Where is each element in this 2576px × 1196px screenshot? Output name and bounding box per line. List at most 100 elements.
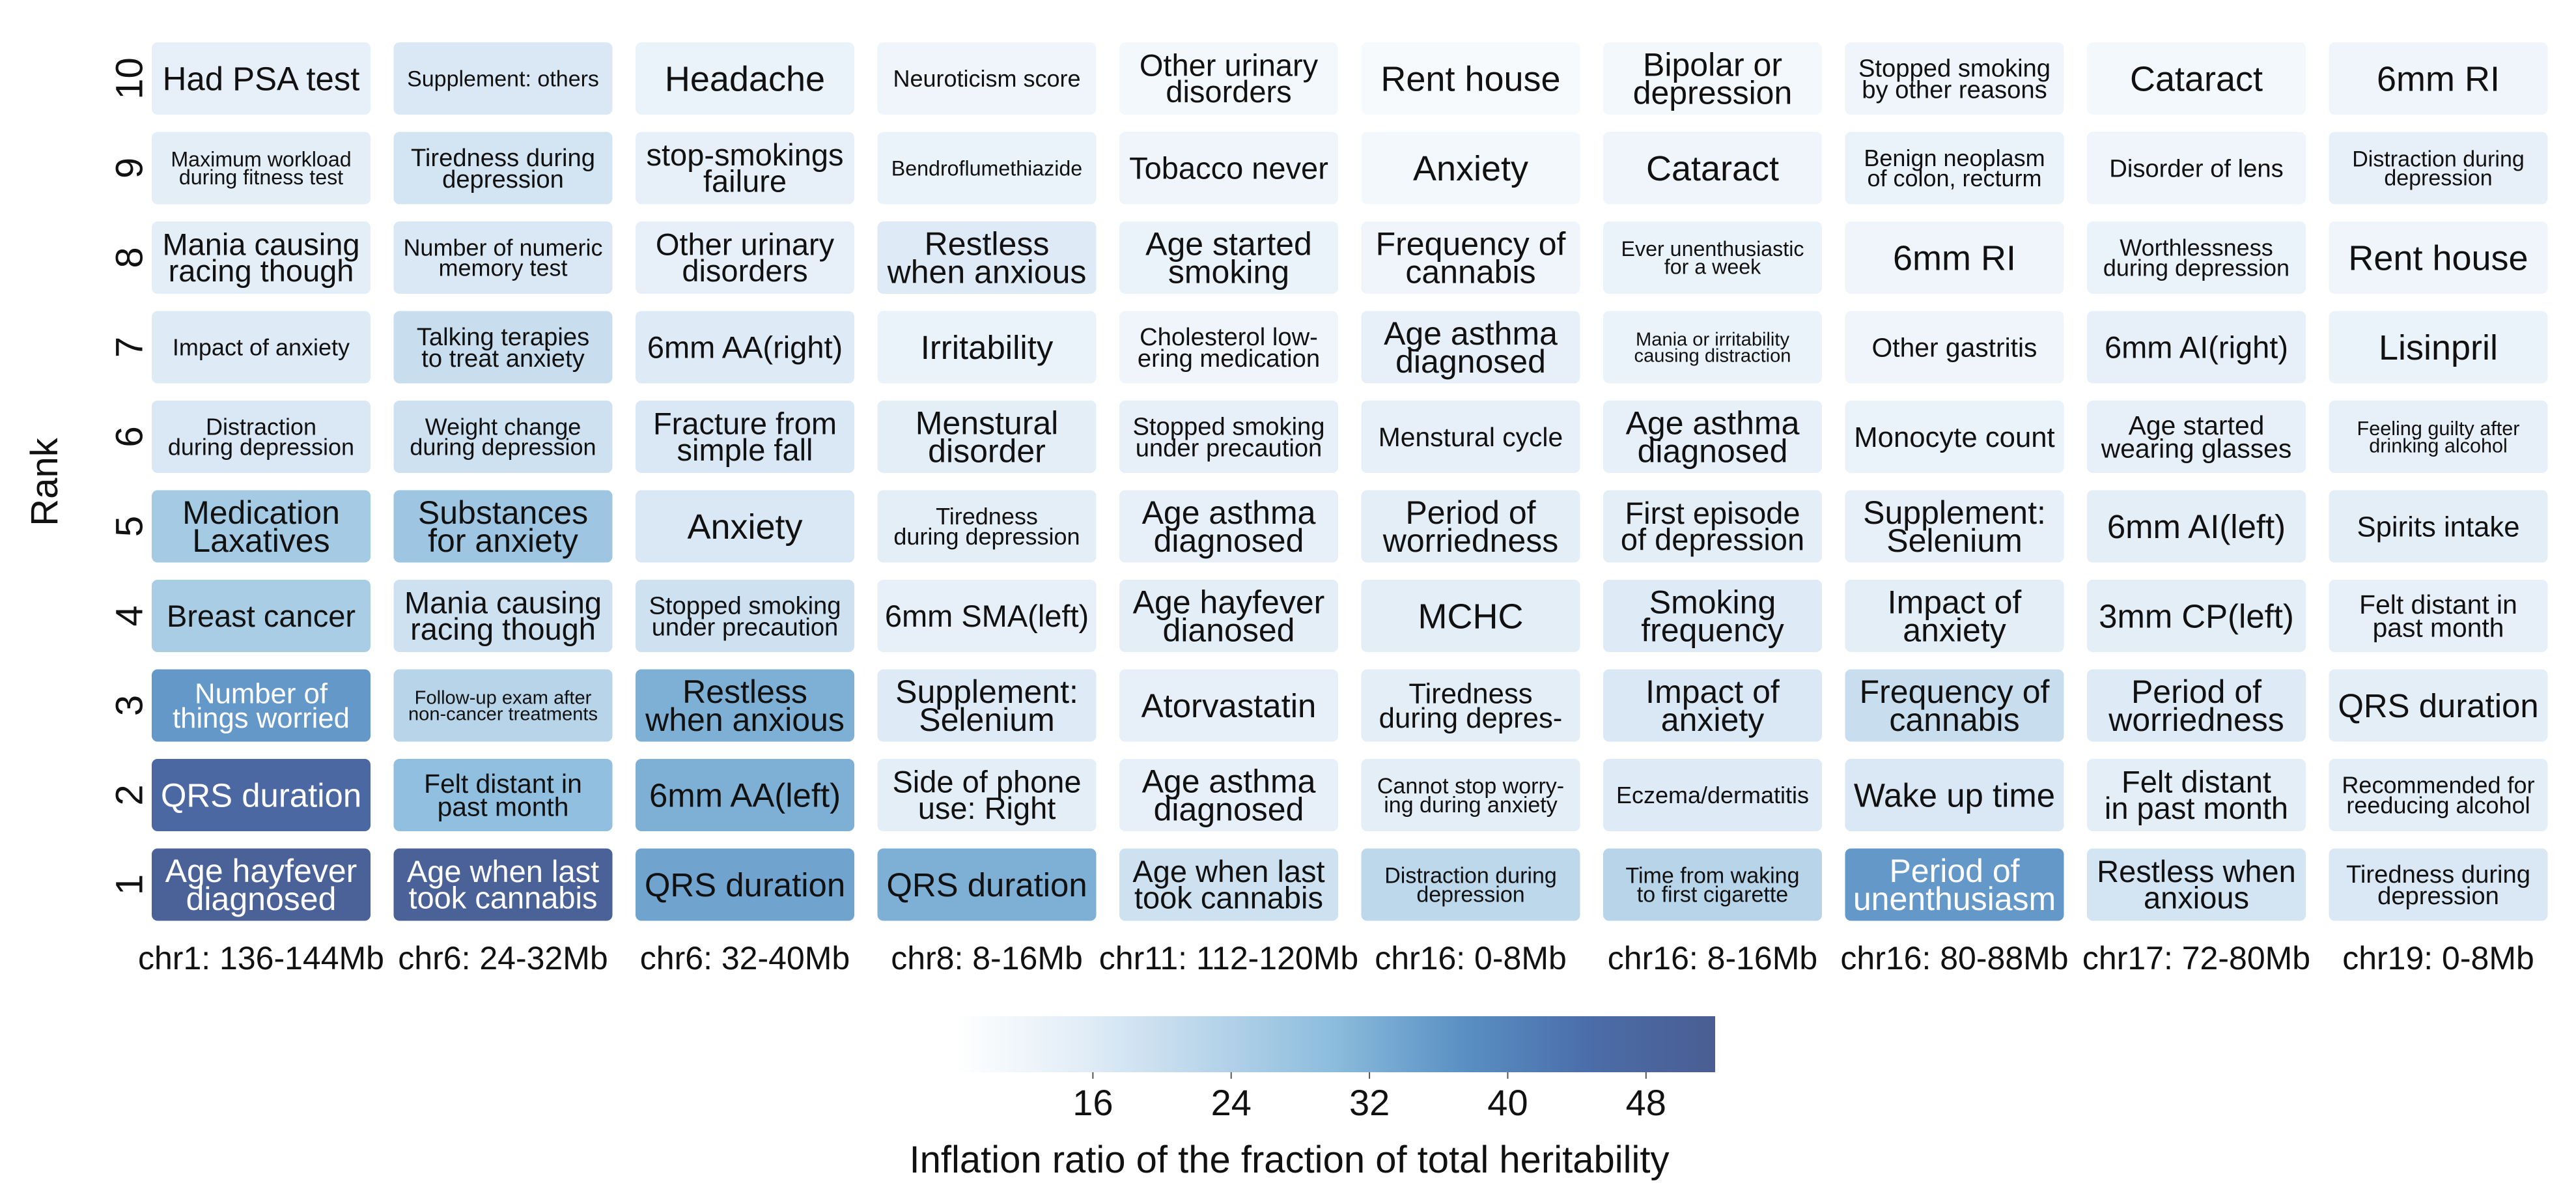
cell-background — [2329, 669, 2548, 742]
heatmap-cell: Rent house — [1361, 42, 1580, 115]
cell-background — [636, 848, 854, 921]
cell-label: QRS duration — [161, 776, 361, 814]
cell-label: Smoking — [1649, 584, 1776, 621]
heatmap-cell: Monocyte count — [1845, 401, 2064, 473]
cell-background — [877, 848, 1097, 921]
cell-label: Felt distant in — [424, 769, 582, 799]
cell-label: depression — [1416, 882, 1524, 907]
cell-background — [1361, 669, 1580, 742]
cell-label: to first cigarette — [1637, 882, 1788, 907]
heatmap-cell: Atorvastatin — [1119, 669, 1338, 742]
colorbar-ticks: 16 24 32 40 48 — [1072, 1072, 1666, 1123]
cell-background — [1603, 848, 1822, 921]
colorbar-tick-label: 16 — [1072, 1082, 1113, 1123]
cell-label: Age asthma — [1142, 494, 1316, 531]
cell-label: Stopped smoking — [1858, 54, 2051, 82]
cell-background — [1845, 42, 2064, 115]
row-tick-label: 3 — [108, 695, 150, 716]
heatmap-cell: QRS duration — [152, 759, 371, 831]
heatmap-cell: Had PSA test — [152, 42, 371, 115]
cell-background — [2329, 42, 2548, 115]
heatmap-cell: 6mm AI(right) — [2087, 311, 2306, 384]
cell-label: racing though — [169, 253, 354, 288]
cell-label: during depres- — [1379, 702, 1563, 734]
cell-label: Age started — [2129, 410, 2265, 440]
heatmap-cell: Disorder of lens — [2087, 132, 2306, 205]
cell-background — [636, 669, 854, 742]
cell-label: 6mm RI — [1893, 238, 2016, 278]
cell-label: use: Right — [918, 791, 1056, 825]
heatmap-cell: Wake up time — [1845, 759, 2064, 831]
cell-background — [1361, 490, 1580, 563]
cell-label: during depression — [2103, 255, 2289, 281]
cell-background — [877, 580, 1097, 652]
cell-label: Substances — [418, 494, 588, 531]
cell-label: racing though — [410, 612, 596, 646]
cell-background — [1603, 221, 1822, 294]
cell-label: dianosed — [1163, 612, 1295, 649]
cell-label: of depression — [1621, 522, 1804, 557]
cell-label: Age asthma — [1626, 405, 1800, 442]
cell-label: Frequency of — [1860, 674, 2050, 710]
cell-background — [1361, 42, 1580, 115]
heatmap-cell: 3mm CP(left) — [2087, 580, 2306, 652]
cell-label: drinking alcohol — [2369, 434, 2508, 457]
cell-label: Ever unenthusiastic — [1621, 237, 1804, 261]
cell-label: Felt distant — [2121, 765, 2271, 799]
cell-background — [1361, 759, 1580, 831]
cell-label: Cataract — [1646, 149, 1779, 188]
cell-label: took cannabis — [408, 881, 597, 915]
cell-label: First episode — [1625, 496, 1800, 530]
cell-label: during fitness test — [179, 165, 343, 189]
cell-background — [877, 221, 1097, 294]
cell-label: cannabis — [1405, 254, 1535, 291]
cell-label: reeducing alcohol — [2346, 792, 2530, 819]
cell-label: Anxiety — [1413, 149, 1528, 188]
cell-background — [152, 42, 371, 115]
row-tick-label: 4 — [108, 605, 150, 626]
cell-label: Talking terapies — [417, 323, 589, 351]
cell-background — [1603, 580, 1822, 652]
cell-label: disorder — [928, 433, 1046, 470]
cell-label: unenthusiasm — [1853, 881, 2056, 917]
cell-background — [393, 132, 613, 205]
colorbar-tick-label: 40 — [1487, 1082, 1528, 1123]
cell-background — [2329, 221, 2548, 294]
cell-label: Distraction during — [1384, 863, 1557, 888]
cell-background — [1603, 132, 1822, 205]
cell-background — [2329, 848, 2548, 921]
heatmap-cell: QRS duration — [2329, 669, 2548, 742]
cell-label: Felt distant in — [2359, 590, 2517, 619]
heatmap-cell: 6mm RI — [1845, 221, 2064, 294]
cell-background — [2329, 311, 2548, 384]
cell-label: 3mm CP(left) — [2099, 597, 2294, 634]
cell-background — [636, 759, 854, 831]
column-tick-label: chr1: 136-144Mb — [138, 940, 384, 976]
cell-label: depression — [442, 165, 564, 193]
heatmap-cell: Bendroflumethiazide — [877, 132, 1097, 205]
cell-label: Number of — [195, 678, 328, 710]
row-tick-label: 6 — [108, 426, 150, 447]
cell-background — [877, 401, 1097, 473]
cell-label: Age hayfever — [1133, 584, 1325, 621]
cell-label: Distraction during — [2352, 147, 2525, 171]
colorbar: 16 24 32 40 48 Inflation ratio of the fracti… — [909, 1016, 1715, 1181]
heatmap-cell: Headache — [636, 42, 854, 115]
cell-background — [2087, 42, 2306, 115]
cell-label: Restless — [682, 674, 807, 710]
cell-label: Other urinary — [656, 227, 835, 262]
cell-label: Cholesterol low- — [1140, 323, 1318, 351]
cell-label: Monocyte count — [1854, 421, 2054, 453]
row-tick-label: 9 — [108, 158, 150, 178]
